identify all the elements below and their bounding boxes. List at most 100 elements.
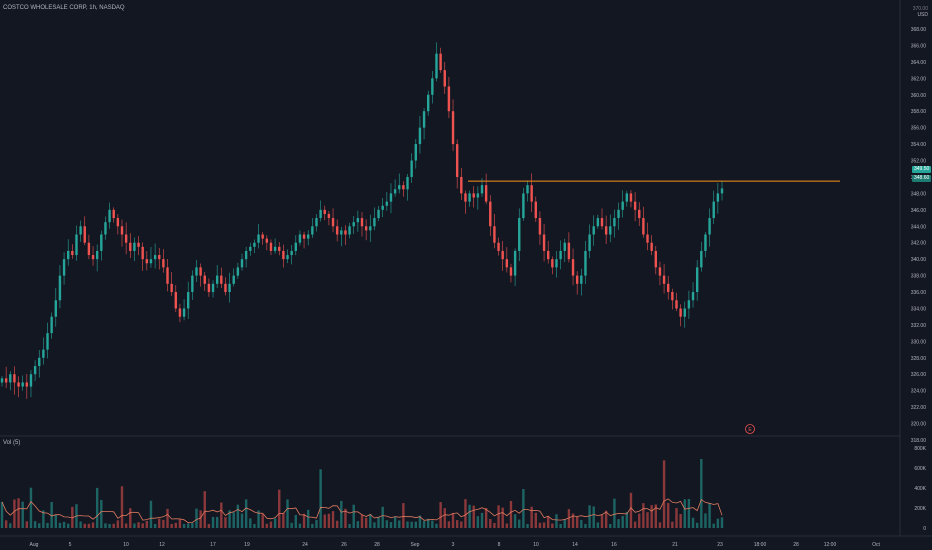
candle-body bbox=[286, 255, 289, 260]
candle-body bbox=[538, 218, 542, 235]
candle-body bbox=[215, 275, 219, 284]
volume-bar bbox=[505, 523, 509, 528]
candle-body bbox=[679, 308, 682, 317]
volume-bar bbox=[352, 504, 355, 528]
volume-bar bbox=[191, 523, 194, 528]
currency-above-tick: 370.00 bbox=[912, 6, 928, 12]
volume-bar bbox=[513, 514, 517, 528]
candle-body bbox=[0, 378, 4, 383]
time-tick-label: 19 bbox=[244, 542, 250, 548]
candle-body bbox=[25, 382, 29, 387]
volume-bar bbox=[327, 513, 331, 528]
volume-bar bbox=[315, 519, 318, 528]
resistance-price-tag: 349.50 bbox=[912, 166, 932, 173]
candle-body bbox=[513, 250, 517, 276]
volume-bar bbox=[319, 469, 322, 528]
candle-body bbox=[691, 292, 695, 301]
candle-body bbox=[145, 259, 149, 264]
volume-bar bbox=[720, 517, 724, 528]
candle-body bbox=[50, 316, 53, 334]
volume-bar bbox=[435, 523, 438, 528]
volume-legend[interactable]: Vol (5) bbox=[3, 440, 21, 446]
candle-body bbox=[302, 234, 306, 239]
candle-body bbox=[484, 185, 488, 202]
candle-body bbox=[604, 226, 608, 235]
volume-bar bbox=[683, 499, 686, 528]
candle-body bbox=[62, 259, 66, 276]
candle-body bbox=[9, 374, 12, 383]
time-tick-label: 18:00 bbox=[754, 542, 767, 548]
volume-bar bbox=[9, 523, 12, 528]
volume-bar bbox=[671, 521, 674, 528]
price-tick-label: 346.00 bbox=[911, 208, 927, 214]
volume-bar bbox=[604, 510, 608, 528]
candle-body bbox=[625, 193, 629, 202]
price-tick-label: 318.00 bbox=[911, 438, 927, 444]
candle-body bbox=[71, 250, 74, 256]
time-tick-label: 28 bbox=[374, 542, 380, 548]
candle-body bbox=[79, 226, 82, 235]
volume-bar bbox=[207, 523, 211, 528]
volume-bars bbox=[0, 459, 724, 528]
volume-bar bbox=[265, 523, 269, 528]
volume-bar bbox=[571, 513, 575, 528]
candle-body bbox=[427, 94, 430, 112]
candle-body bbox=[364, 226, 368, 231]
time-tick-label: Oct bbox=[872, 542, 880, 548]
volume-bar bbox=[600, 515, 604, 528]
volume-bar bbox=[497, 505, 500, 528]
volume-bar bbox=[54, 514, 57, 528]
candle-body bbox=[505, 259, 509, 268]
candle-body bbox=[621, 201, 624, 210]
volume-bar bbox=[33, 521, 37, 528]
candle-body bbox=[575, 275, 579, 284]
candle-body bbox=[273, 246, 277, 251]
volume-bar bbox=[443, 508, 446, 528]
time-tick-label: 24 bbox=[302, 542, 308, 548]
candle-body bbox=[253, 242, 256, 247]
candle-body bbox=[584, 250, 587, 276]
volume-bar bbox=[174, 522, 177, 528]
volume-bar bbox=[658, 522, 662, 528]
candle-body bbox=[166, 267, 169, 284]
volume-bar bbox=[141, 523, 144, 528]
candle-body bbox=[356, 218, 360, 223]
candle-body bbox=[323, 209, 326, 214]
candle-body bbox=[642, 218, 645, 235]
volume-bar bbox=[38, 523, 41, 528]
volume-bar bbox=[282, 513, 285, 528]
volume-bar bbox=[232, 512, 235, 528]
price-tick-label: 360.00 bbox=[911, 93, 927, 99]
candle-body bbox=[124, 234, 128, 243]
volume-bar bbox=[369, 514, 372, 528]
earnings-marker[interactable]: E bbox=[745, 424, 755, 434]
volume-bar bbox=[46, 522, 49, 528]
volume-bar bbox=[62, 521, 66, 528]
volume-bar bbox=[704, 513, 707, 528]
candle-body bbox=[592, 226, 595, 235]
time-tick-label: 21 bbox=[672, 542, 678, 548]
volume-bar bbox=[261, 514, 264, 528]
candle-body bbox=[67, 250, 70, 260]
candle-body bbox=[588, 234, 591, 251]
candle-body bbox=[170, 283, 173, 293]
candle-body bbox=[116, 218, 120, 227]
candle-body bbox=[567, 242, 571, 260]
price-tick-label: 338.00 bbox=[911, 274, 927, 280]
candle-body bbox=[46, 333, 49, 350]
volume-bar bbox=[203, 491, 206, 528]
volume-bar bbox=[410, 521, 413, 528]
candle-body bbox=[153, 255, 157, 260]
candle-body bbox=[646, 234, 649, 243]
time-tick-label: 5 bbox=[69, 542, 72, 548]
candle-body bbox=[398, 185, 401, 190]
volume-bar bbox=[439, 502, 442, 528]
time-tick-label: 10 bbox=[533, 542, 539, 548]
volume-bar bbox=[178, 519, 182, 528]
candle-body bbox=[720, 188, 724, 194]
volume-bar bbox=[493, 522, 496, 528]
candle-body bbox=[617, 209, 620, 219]
volume-bar bbox=[654, 504, 657, 528]
volume-bar bbox=[236, 504, 240, 528]
